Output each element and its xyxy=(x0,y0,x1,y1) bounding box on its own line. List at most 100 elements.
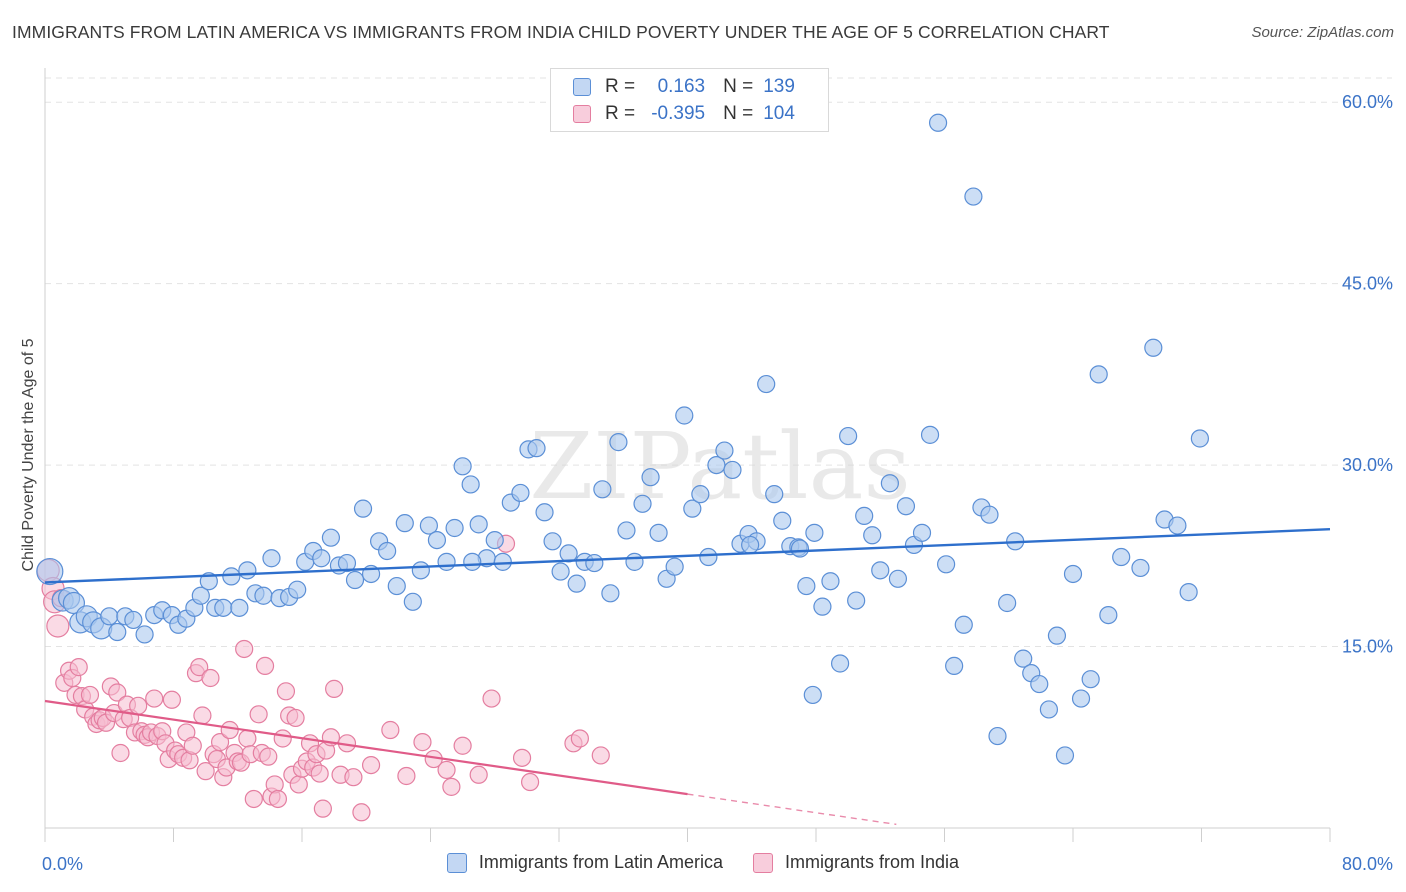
latin-america-point xyxy=(191,586,210,605)
latin-america-point xyxy=(1047,626,1067,645)
legend-n-label: N = xyxy=(723,76,754,97)
latin-america-point xyxy=(880,474,899,493)
latin-america-point xyxy=(288,580,307,599)
latin-america-point xyxy=(469,515,488,534)
latin-america-point xyxy=(593,480,612,499)
latin-america-point xyxy=(222,567,241,586)
india-point xyxy=(469,765,488,784)
latin-america-point xyxy=(1112,547,1131,567)
latin-america-point xyxy=(723,460,742,480)
latin-america-point xyxy=(803,685,822,705)
latin-america-point xyxy=(928,113,948,132)
india-trend-line xyxy=(44,699,688,796)
latin-america-point xyxy=(765,485,784,504)
latin-america-point xyxy=(411,561,430,580)
india-point xyxy=(210,733,230,752)
india-point xyxy=(183,736,202,755)
india-point xyxy=(453,736,472,755)
legend-r-label: R = xyxy=(605,103,636,124)
legend-n-label: N = xyxy=(723,103,754,124)
india-point xyxy=(512,748,532,767)
latin-america-point xyxy=(954,615,973,634)
latin-america-point xyxy=(790,539,810,558)
latin-america-point xyxy=(691,485,710,504)
india-point xyxy=(591,746,610,765)
india-point xyxy=(196,762,215,781)
latin-america-point xyxy=(855,506,874,526)
latin-america-point xyxy=(36,557,64,586)
latin-america-point xyxy=(124,610,143,630)
latin-america-point xyxy=(1089,365,1108,384)
y-axis-label: Child Poverty Under the Age of 5 xyxy=(20,338,37,571)
series-label-latin-america: Immigrants from Latin America xyxy=(478,852,723,872)
latin-america-point xyxy=(937,555,956,574)
legend-swatch-pink xyxy=(573,105,591,123)
india-point xyxy=(249,705,268,724)
series-legend-latin-america: Immigrants from Latin America xyxy=(446,852,723,873)
latin-america-point xyxy=(485,530,504,550)
latin-america-point xyxy=(813,597,832,616)
india-point xyxy=(201,668,220,688)
latin-america-trend-line xyxy=(44,528,1331,584)
latin-america-point xyxy=(445,518,464,538)
latin-america-point xyxy=(1081,670,1100,689)
india-point xyxy=(520,772,540,792)
latin-america-point xyxy=(964,187,983,206)
latin-america-point xyxy=(649,523,668,542)
india-point xyxy=(111,743,130,763)
latin-america-point xyxy=(437,552,456,571)
india-point xyxy=(190,658,209,677)
latin-america-point xyxy=(863,526,882,545)
latin-america-point xyxy=(1131,558,1150,578)
india-point xyxy=(244,789,263,809)
latin-america-point xyxy=(675,406,694,425)
latin-america-point xyxy=(1014,649,1033,668)
latin-america-point xyxy=(1055,746,1075,765)
india-point xyxy=(310,764,329,783)
latin-america-point xyxy=(493,552,512,571)
latin-america-point xyxy=(419,516,438,535)
latin-america-point xyxy=(1071,689,1091,708)
latin-america-point xyxy=(665,557,684,576)
india-point xyxy=(381,720,400,740)
latin-america-point xyxy=(1030,674,1049,694)
latin-america-point xyxy=(821,572,840,591)
india-trend-line-extension xyxy=(687,793,897,826)
india-point xyxy=(145,689,164,708)
latin-america-point xyxy=(830,654,850,673)
y-tick-label: 60.0% xyxy=(1342,92,1393,112)
latin-america-point xyxy=(633,494,652,513)
india-point xyxy=(397,766,416,786)
legend-n-value: 104 xyxy=(763,103,795,124)
trend-lines xyxy=(44,528,1331,826)
latin-america-point xyxy=(1099,605,1118,625)
latin-america-point xyxy=(980,505,999,524)
latin-america-point xyxy=(551,562,570,581)
latin-america-point xyxy=(945,656,964,676)
legend-r-label: R = xyxy=(605,76,636,97)
india-point xyxy=(129,696,148,715)
india-point xyxy=(273,729,292,748)
tick-labels: 15.0% 30.0% 45.0% 60.0% 0.0% 80.0% Child Pover… xyxy=(20,92,1393,874)
latin-america-point xyxy=(683,499,702,518)
latin-america-point xyxy=(797,576,816,596)
latin-america-point xyxy=(461,475,480,494)
latin-america-point xyxy=(839,426,858,446)
latin-america-point xyxy=(1063,564,1083,584)
legend-row-india: R = -0.395 N = 104 xyxy=(573,102,795,126)
latin-america-point xyxy=(1179,583,1198,602)
latin-america-point xyxy=(535,503,554,522)
latin-america-point xyxy=(1144,338,1163,357)
latin-america-point xyxy=(427,530,447,550)
latin-america-point xyxy=(1168,516,1187,535)
latin-america-point xyxy=(625,552,644,571)
y-tick-label: 15.0% xyxy=(1342,637,1393,657)
india-point xyxy=(570,729,589,748)
source-label: Source: ZipAtlas.com xyxy=(1251,24,1394,41)
latin-america-point xyxy=(387,576,406,596)
chart-title: IMMIGRANTS FROM LATIN AMERICA VS IMMIGRA… xyxy=(12,22,1110,42)
latin-america-point xyxy=(1039,700,1059,719)
x-tick-label: 80.0% xyxy=(1342,854,1393,874)
india-point xyxy=(344,768,363,787)
